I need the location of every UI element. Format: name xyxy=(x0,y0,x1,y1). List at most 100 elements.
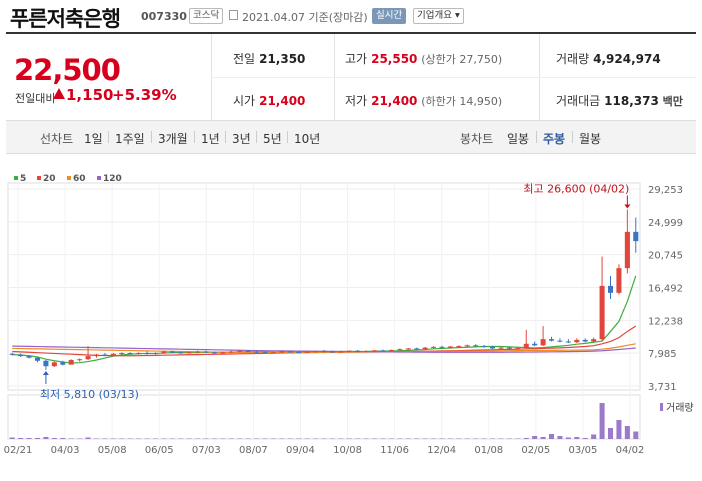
tab-1year[interactable]: 1년 xyxy=(201,132,220,146)
amount-label: 거래대금 xyxy=(556,94,601,108)
candle-body xyxy=(119,353,125,355)
volume-bar xyxy=(397,438,403,439)
candle-body xyxy=(211,352,217,354)
candle-body xyxy=(372,350,378,352)
tab-weekly[interactable]: 주봉 xyxy=(543,132,566,146)
x-tick-label: 12/04 xyxy=(427,445,456,456)
tab-5year[interactable]: 5년 xyxy=(263,132,282,146)
candle-body xyxy=(414,348,420,350)
candle-body xyxy=(9,353,15,355)
volume-bar xyxy=(523,438,529,439)
y-tick-label: 20,745 xyxy=(648,251,683,262)
candle-body xyxy=(102,354,108,356)
volume-bar xyxy=(254,438,260,439)
candle-body xyxy=(152,353,158,355)
candle-body xyxy=(431,346,437,348)
x-tick-label: 11/06 xyxy=(380,445,409,456)
open-price: 시가 21,400 xyxy=(233,92,305,109)
stock-header: 푸른저축은행 007330 코스닥 2021.04.07 기준(장마감) 실시간… xyxy=(0,0,702,31)
candle-body xyxy=(51,362,57,367)
legend-swatch xyxy=(37,176,41,180)
volume-bar xyxy=(262,438,268,439)
calendar-icon xyxy=(229,10,238,20)
volume-bar xyxy=(203,438,209,439)
realtime-button[interactable]: 실시간 xyxy=(372,8,407,24)
volume-bar xyxy=(591,434,597,439)
volume-bar xyxy=(237,438,243,439)
candle-body xyxy=(136,353,142,355)
chart-period-tabs: 선차트 1일 1주일 3개월 1년 3년 5년 10년 봉차트 일봉 주봉 월봉 xyxy=(6,120,696,154)
divider xyxy=(194,131,195,143)
candle-body xyxy=(270,352,276,354)
line-chart-label: 선차트 xyxy=(40,132,74,146)
volume: 거래량 4,924,974 xyxy=(556,50,661,67)
volume-bar xyxy=(624,426,630,439)
candle-body xyxy=(338,351,344,353)
candle-body xyxy=(195,351,201,353)
candlestick-chart: 29,253 24,999 20,745 16,492 12,238 7,985 3,731… xyxy=(4,174,694,456)
tab-3year[interactable]: 3년 xyxy=(232,132,251,146)
volume-bar xyxy=(211,438,217,439)
volume-bar xyxy=(540,437,546,439)
candle-body xyxy=(582,339,588,342)
candle-body xyxy=(616,268,622,293)
tab-monthly[interactable]: 월봉 xyxy=(579,132,602,146)
candle-body xyxy=(506,347,512,349)
volume-label: 거래량 xyxy=(666,402,694,414)
volume-bar xyxy=(321,438,327,439)
tab-3month[interactable]: 3개월 xyxy=(158,132,188,146)
volume-value: 4,924,974 xyxy=(593,52,661,66)
ma-line-60 xyxy=(12,343,636,354)
y-tick-label: 3,731 xyxy=(648,382,677,393)
candle-body xyxy=(18,354,24,357)
legend-label: 20 xyxy=(43,174,56,184)
x-tick-label: 06/05 xyxy=(145,445,174,456)
volume-bar xyxy=(220,438,226,439)
current-price: 22,500 xyxy=(14,53,121,87)
tab-daily[interactable]: 일봉 xyxy=(507,132,530,146)
candle-body xyxy=(624,231,630,269)
trade-amount: 거래대금 118,373 백만 xyxy=(556,92,683,109)
volume-bar xyxy=(245,438,251,439)
divider xyxy=(211,77,696,78)
min-arrow-icon xyxy=(42,370,49,375)
volume-bar xyxy=(152,438,158,439)
x-tick-label: 08/07 xyxy=(239,445,268,456)
volume-legend-swatch xyxy=(660,403,663,411)
candle-body xyxy=(565,341,571,343)
max-arrow-icon xyxy=(624,204,631,209)
volume-bar xyxy=(43,437,49,439)
tab-1day[interactable]: 1일 xyxy=(84,132,103,146)
x-tick-label: 05/08 xyxy=(98,445,127,456)
company-info-label: 기업개요 xyxy=(417,10,452,21)
volume-bar xyxy=(565,437,571,439)
candle-body xyxy=(228,351,234,353)
up-arrow-icon xyxy=(53,88,65,99)
volume-bar xyxy=(582,438,588,439)
volume-bar xyxy=(431,438,437,439)
volume-bar xyxy=(481,438,487,439)
amount-value: 118,373 xyxy=(604,94,659,108)
candle-body xyxy=(363,351,369,353)
volume-bar xyxy=(380,438,386,439)
legend-swatch xyxy=(67,176,71,180)
candle-chart-label: 봉차트 xyxy=(460,132,494,146)
volume-bar xyxy=(388,438,394,439)
company-info-dropdown[interactable]: 기업개요 ▾ xyxy=(413,8,464,24)
volume-bar xyxy=(178,438,184,439)
y-tick-label: 24,999 xyxy=(648,218,683,229)
divider xyxy=(225,131,226,143)
volume-bar xyxy=(119,438,125,439)
candle-body xyxy=(607,285,614,293)
volume-bar xyxy=(355,438,361,439)
divider xyxy=(536,131,537,143)
candle-body xyxy=(262,352,268,354)
tab-1week[interactable]: 1주일 xyxy=(115,132,145,146)
volume-bar xyxy=(26,438,32,439)
volume-bar xyxy=(447,438,453,439)
candle-body xyxy=(279,351,285,353)
stock-name: 푸른저축은행 xyxy=(10,7,121,31)
candle-body xyxy=(574,339,580,343)
tab-10year[interactable]: 10년 xyxy=(294,132,321,146)
x-tick-label: 04/02 xyxy=(616,445,645,456)
